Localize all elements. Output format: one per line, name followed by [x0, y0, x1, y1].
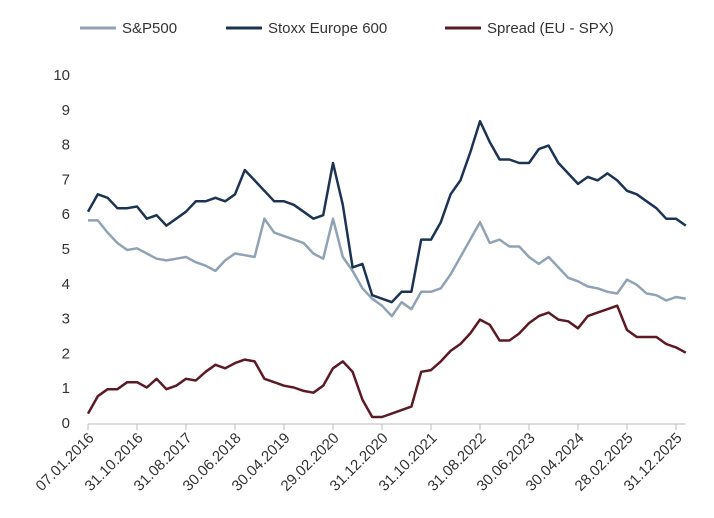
y-tick-label: 5	[62, 241, 70, 258]
y-tick-label: 4	[62, 276, 70, 293]
series-line	[86, 119, 687, 304]
legend-label: Stoxx Europe 600	[268, 20, 387, 37]
y-tick-label: 7	[62, 171, 70, 188]
series-line	[88, 217, 687, 318]
series-line	[86, 304, 687, 419]
y-tick-label: 2	[62, 345, 70, 362]
y-tick-label: 6	[62, 206, 70, 223]
y-tick-label: 3	[62, 311, 70, 328]
legend-label: S&P500	[122, 20, 177, 37]
y-tick-label: 0	[62, 415, 70, 432]
y-tick-label: 9	[62, 102, 70, 119]
y-tick-label: 10	[53, 67, 70, 84]
legend-label: Spread (EU - SPX)	[487, 20, 614, 37]
y-tick-label: 8	[62, 137, 70, 154]
y-tick-label: 1	[62, 380, 70, 397]
